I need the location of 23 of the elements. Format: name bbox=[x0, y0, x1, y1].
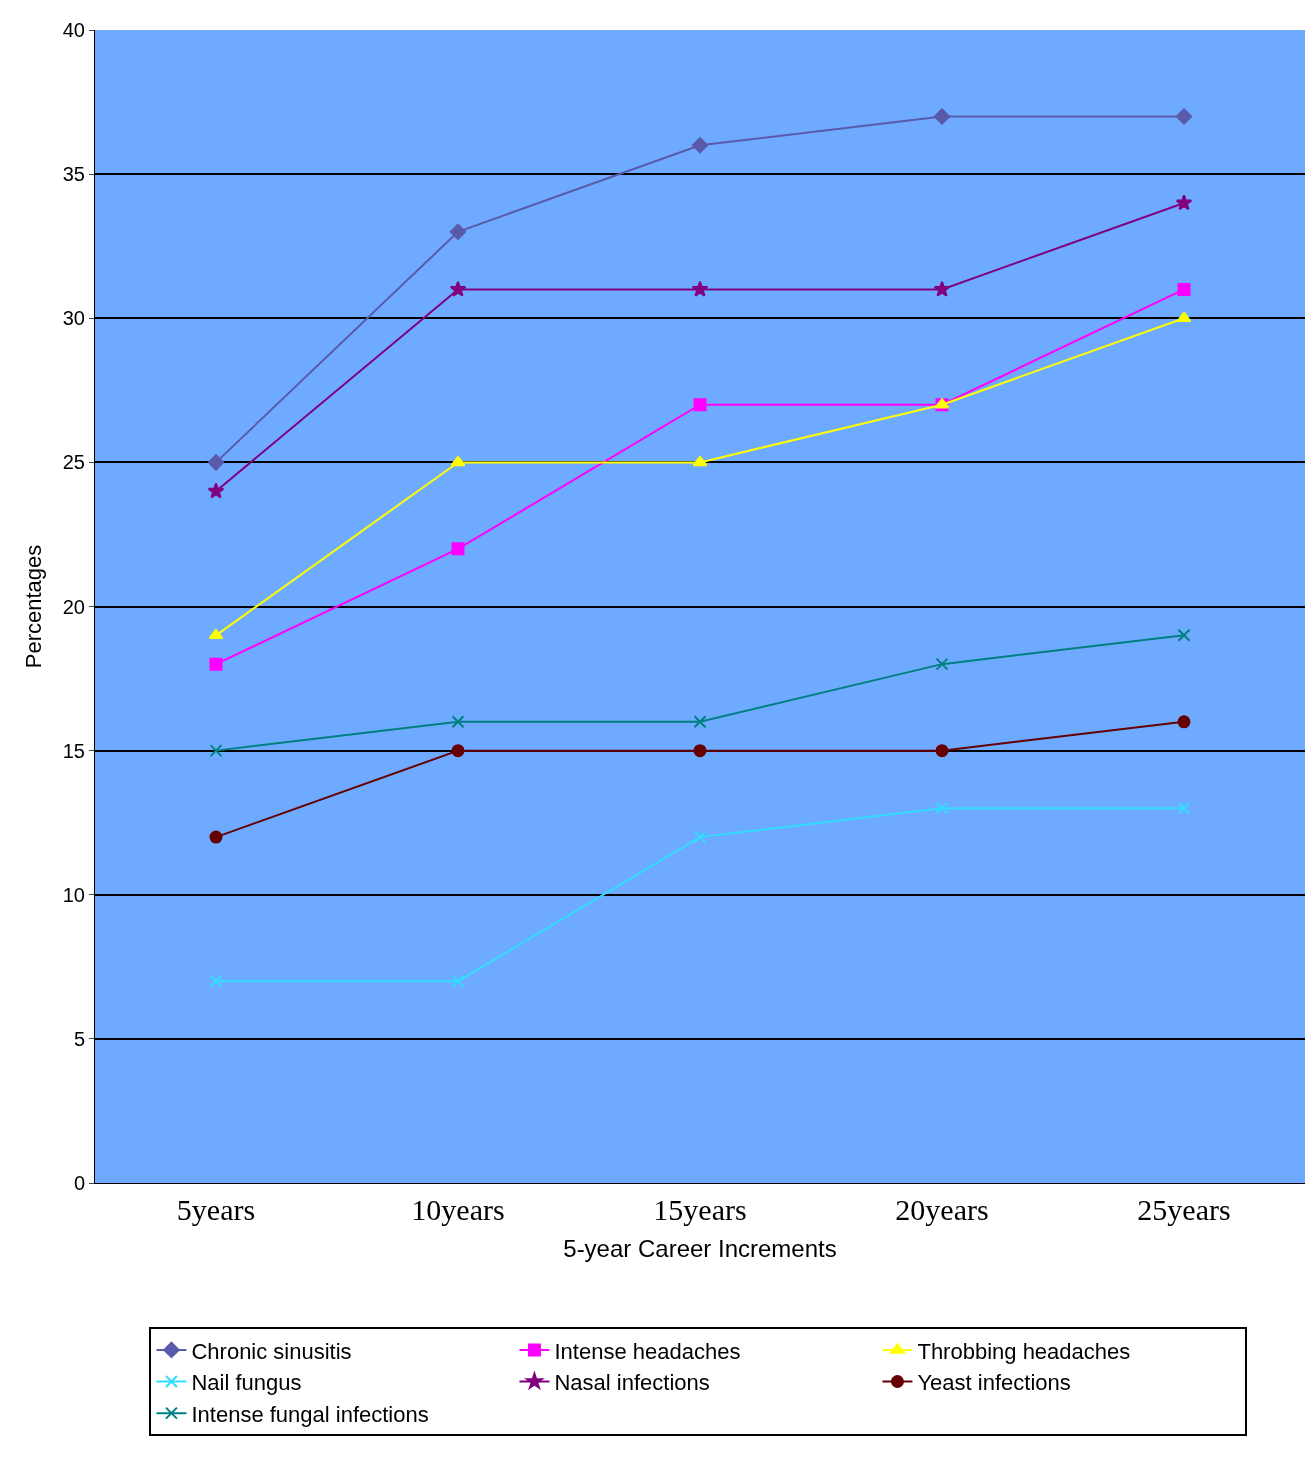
x-tick-label: 5years bbox=[176, 1193, 256, 1226]
y-tick-label: 0 bbox=[73, 1172, 85, 1194]
legend-label: Throbbing headaches bbox=[917, 1338, 1131, 1364]
legend-label: Nail fungus bbox=[191, 1370, 302, 1396]
y-tick-label: 35 bbox=[62, 163, 85, 186]
x-tick-label: 25years bbox=[1137, 1193, 1231, 1226]
y-tick-label: 30 bbox=[62, 307, 85, 330]
legend-label: Intense headaches bbox=[554, 1338, 741, 1364]
y-tick-label: 40 bbox=[62, 19, 85, 41]
x-axis-title: 5-year Career Increments bbox=[563, 1235, 837, 1263]
y-axis-title: Percentages bbox=[20, 544, 46, 669]
legend-label: Chronic sinusitis bbox=[191, 1338, 352, 1364]
y-tick-label: 5 bbox=[73, 1027, 85, 1050]
legend-label: Nasal infections bbox=[554, 1370, 710, 1396]
x-tick-label: 20years bbox=[895, 1193, 989, 1226]
x-tick-label: 10years bbox=[411, 1193, 505, 1226]
legend-label: Yeast infections bbox=[917, 1370, 1071, 1396]
x-tick-label: 15years bbox=[653, 1193, 747, 1226]
y-tick-label: 20 bbox=[62, 595, 85, 618]
legend-label: Intense fungal infections bbox=[191, 1401, 429, 1427]
y-tick-label: 15 bbox=[62, 739, 85, 762]
y-tick-label: 10 bbox=[62, 883, 85, 906]
y-tick-label: 25 bbox=[62, 451, 85, 474]
